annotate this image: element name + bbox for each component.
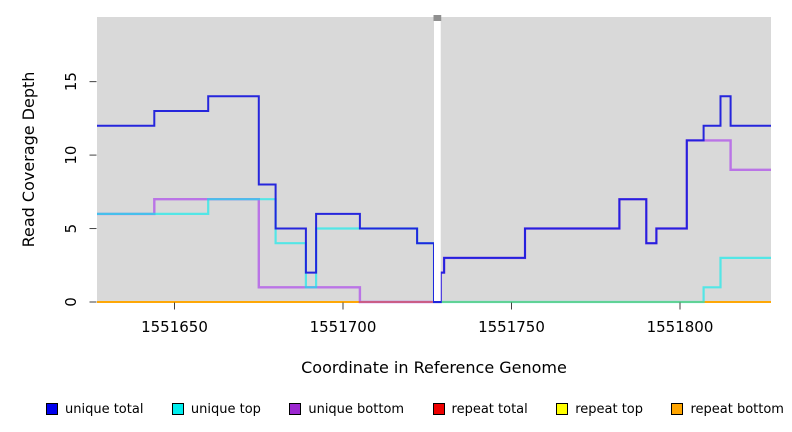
y-tick-label: 15 [62,72,80,91]
legend: unique total unique top unique bottom repea… [46,397,784,421]
x-tick-label: 1551700 [310,318,377,336]
legend-item-unique-total: unique total [46,402,143,417]
legend-item-unique-top: unique top [171,401,261,417]
legend-item-repeat-bottom: repeat bottom [671,402,784,417]
unique-total-swatch-icon [46,403,58,415]
gap-band [434,21,441,301]
legend-label-unique-total: unique total [65,401,144,417]
x-tick-label: 1551750 [478,318,545,336]
legend-item-repeat-top: repeat top [556,402,643,417]
x-axis-title: Coordinate in Reference Genome [301,358,567,377]
legend-label-repeat-bottom: repeat bottom [690,401,784,417]
legend-label-unique-bottom: unique bottom [308,401,405,417]
repeat-top-swatch-icon [556,403,569,415]
x-tick-label: 1551800 [647,318,714,336]
legend-label-repeat-total: repeat total [451,401,528,417]
coverage-plot: 1551650 1551700 1551750 1551800 0 5 10 15 Coordi… [19,15,771,377]
y-tick-label: 0 [62,297,80,307]
gap-band-cap [433,15,442,21]
repeat-bottom-swatch-icon [671,403,684,415]
unique-bottom-swatch-icon [289,403,302,415]
legend-label-unique-top: unique top [190,401,261,417]
y-axis-title: Read Coverage Depth [19,72,38,248]
y-tick-label: 10 [62,146,80,165]
y-tick-label: 5 [62,224,80,234]
x-tick-label: 1551650 [141,318,208,336]
legend-label-repeat-top: repeat top [575,401,643,417]
unique-top-swatch-icon [171,403,184,415]
legend-item-unique-bottom: unique bottom [289,402,404,417]
legend-item-repeat-total: repeat total [432,401,528,417]
repeat-total-swatch-icon [432,403,445,415]
